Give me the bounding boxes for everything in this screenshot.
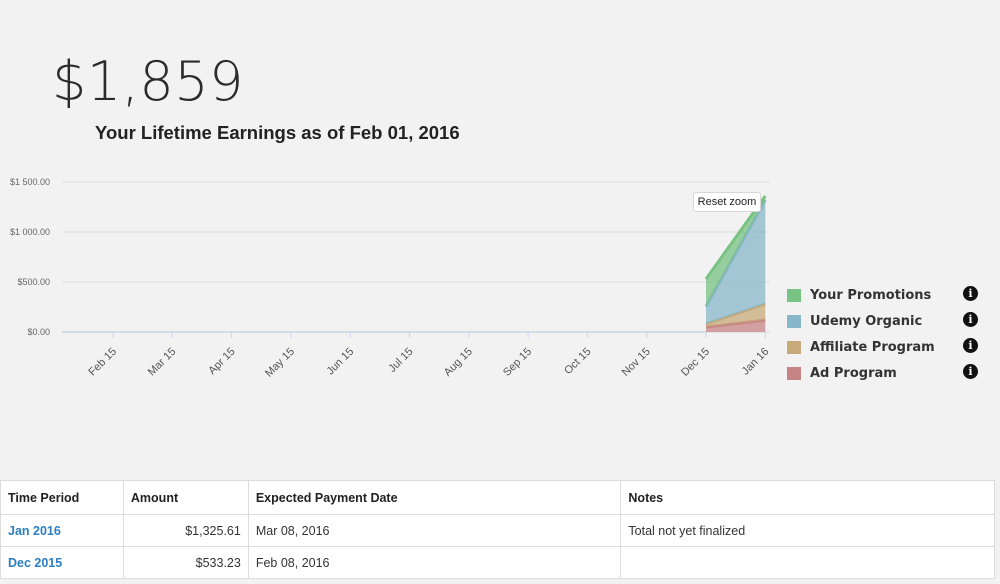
notes-cell (620, 546, 995, 579)
payment-date-cell: Feb 08, 2016 (247, 546, 622, 579)
table-header-row: Time Period Amount Expected Payment Date… (0, 480, 995, 515)
x-tick-label: Jan 16 (740, 346, 772, 378)
legend-swatch (787, 340, 801, 354)
x-tick-label: Nov 15 (620, 346, 653, 379)
amount-cell: $1,325.61 (122, 514, 249, 547)
earnings-table: Time Period Amount Expected Payment Date… (0, 480, 995, 579)
series-line-udemy-organic (704, 199, 767, 308)
total-earnings-amount: $1,859 (52, 50, 244, 113)
series-area-your-promotions (706, 196, 766, 307)
period-cell: Dec 2015 (0, 546, 124, 579)
table-row: Dec 2015 $533.23 Feb 08, 2016 (0, 546, 995, 579)
series-area-udemy-organic (706, 200, 766, 324)
legend-item-ad-program[interactable]: Ad Program i (787, 360, 982, 386)
info-icon[interactable]: i (963, 338, 978, 353)
y-tick-label: $1 000.00 (10, 227, 50, 237)
legend-label: Ad Program (810, 365, 897, 381)
notes-cell: Total not yet finalized (620, 514, 995, 547)
series-line-affiliate-program (705, 302, 766, 326)
legend-swatch (787, 288, 801, 302)
x-tick-label: Aug 15 (442, 346, 475, 379)
legend-swatch (787, 314, 801, 328)
x-tick-label: Dec 15 (679, 346, 712, 379)
amount-cell: $533.23 (122, 546, 249, 579)
x-tick-label: Sep 15 (501, 346, 534, 379)
legend-label: Udemy Organic (810, 313, 923, 329)
x-tick-label: Jun 15 (324, 346, 356, 378)
x-tick-label: May 15 (263, 346, 297, 380)
period-link[interactable]: Jan 2016 (8, 523, 61, 538)
y-tick-label: $1 500.00 (10, 177, 50, 187)
chart-legend: Your Promotions i Udemy Organic i Affili… (787, 282, 982, 386)
legend-item-your-promotions[interactable]: Your Promotions i (787, 282, 982, 308)
y-tick-label: $0.00 (27, 327, 50, 337)
period-link[interactable]: Dec 2015 (8, 555, 63, 570)
payment-date-cell: Mar 08, 2016 (247, 514, 622, 547)
lifetime-earnings-title: Your Lifetime Earnings as of Feb 01, 201… (95, 122, 460, 143)
column-header-time-period: Time Period (0, 480, 124, 515)
info-icon[interactable]: i (963, 286, 978, 301)
table-row: Jan 2016 $1,325.61 Mar 08, 2016 Total no… (0, 514, 995, 547)
x-tick-label: Oct 15 (562, 346, 593, 377)
x-tick-label: Mar 15 (146, 346, 179, 379)
info-icon[interactable]: i (963, 364, 978, 379)
period-cell: Jan 2016 (0, 514, 124, 547)
x-tick-label: Jul 15 (386, 346, 415, 375)
x-tick-label: Apr 15 (206, 346, 237, 377)
legend-item-udemy-organic[interactable]: Udemy Organic i (787, 308, 982, 334)
column-header-amount: Amount (122, 480, 249, 515)
column-header-notes: Notes (620, 480, 995, 515)
legend-swatch (787, 366, 801, 380)
x-tick-label: Feb 15 (86, 346, 119, 379)
legend-label: Your Promotions (810, 287, 932, 303)
earnings-chart[interactable]: $0.00 $500.00 $1 000.00 $1 500.00 Feb 15 Mar … (0, 160, 790, 400)
reset-zoom-button[interactable]: Reset zoom (693, 192, 761, 212)
series-line-ad-program (705, 318, 766, 329)
info-icon[interactable]: i (963, 312, 978, 327)
legend-label: Affiliate Program (810, 339, 935, 355)
y-tick-label: $500.00 (17, 277, 50, 287)
column-header-expected-payment-date: Expected Payment Date (247, 480, 622, 515)
legend-item-affiliate-program[interactable]: Affiliate Program i (787, 334, 982, 360)
